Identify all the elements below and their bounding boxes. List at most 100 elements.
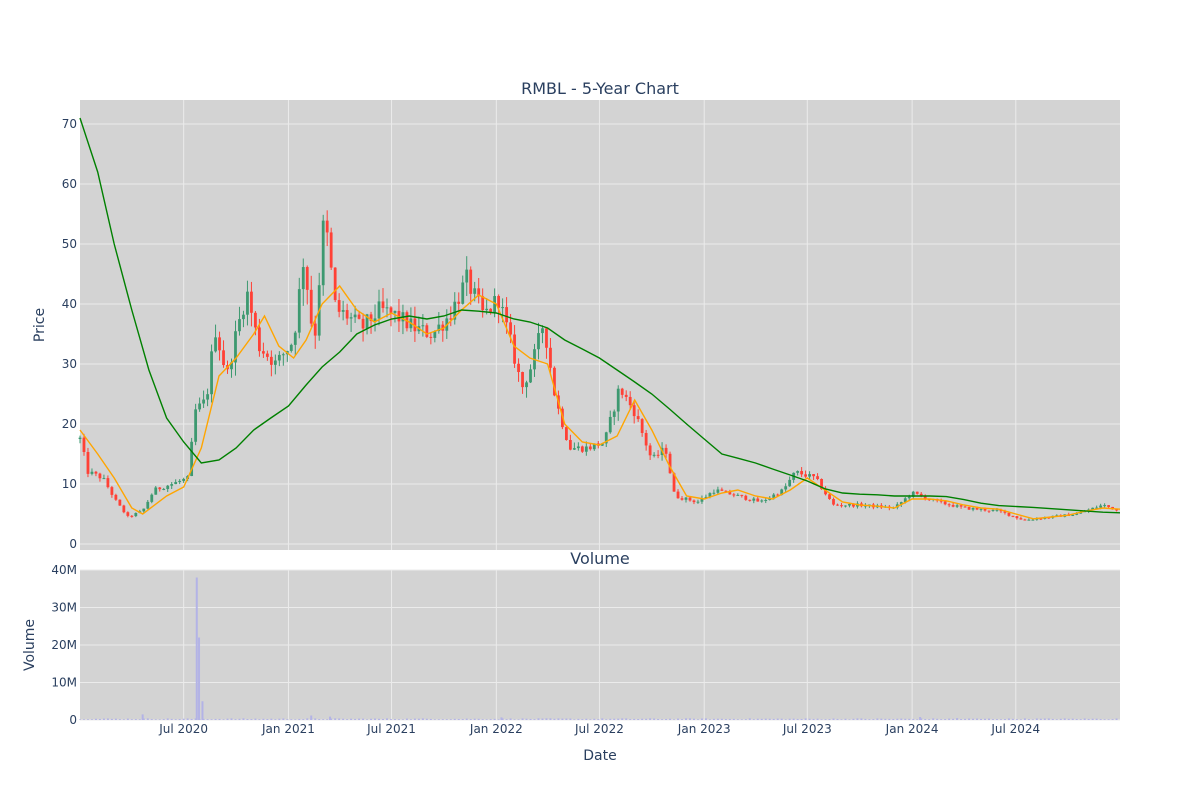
price-candle-body [1003, 511, 1007, 513]
price-candle-body [341, 310, 345, 312]
price-candle-body [277, 354, 281, 361]
price-candle-body [269, 356, 273, 365]
price-candle-body [549, 347, 552, 368]
volume-bar [262, 718, 265, 720]
volume-bar [1067, 718, 1070, 720]
volume-bar [999, 719, 1002, 720]
volume-bar [1027, 719, 1030, 720]
price-y-tick-label: 40 [62, 297, 77, 311]
volume-bar [752, 719, 755, 720]
price-candle-body [162, 488, 166, 490]
volume-bar [561, 718, 564, 720]
volume-bar [704, 718, 707, 720]
volume-bar [1055, 719, 1058, 720]
price-candle-body [983, 508, 987, 511]
volume-bar [549, 718, 552, 720]
volume-bar [126, 718, 129, 720]
price-candle-body [281, 354, 285, 356]
volume-bar [94, 718, 97, 720]
volume-bar [1047, 718, 1050, 720]
volume-bar [1035, 718, 1038, 720]
volume-bar [812, 718, 815, 720]
price-candle-body [828, 494, 831, 500]
price-candle-body [1103, 505, 1107, 507]
volume-bar [956, 718, 959, 720]
volume-bar [195, 577, 198, 720]
volume-bar [354, 718, 357, 720]
price-candle-body [592, 443, 596, 450]
price-candle-body [959, 505, 963, 507]
volume-bar [1087, 718, 1090, 720]
price-candle-body [250, 291, 253, 313]
volume-bar [688, 718, 691, 720]
price-candle-body [712, 492, 716, 494]
ma-long-line [79, 117, 1121, 514]
volume-bar [445, 719, 448, 720]
price-candle-body [425, 325, 429, 337]
price-candle-body [656, 454, 660, 456]
price-candle-body [668, 453, 672, 474]
volume-bar [1111, 719, 1114, 720]
price-candle-body [146, 501, 150, 509]
volume-bar [201, 701, 204, 720]
volume-bar [816, 718, 819, 720]
price-candle-body [1047, 517, 1051, 519]
volume-bar [82, 719, 85, 720]
price-candle-body [987, 510, 991, 512]
price-candle-body [529, 369, 532, 383]
volume-bar [740, 719, 743, 720]
price-candle-body [234, 331, 237, 363]
price-candle-body [620, 388, 624, 395]
volume-bar [748, 718, 751, 720]
volume-bar [457, 718, 460, 720]
volume-bar [338, 718, 341, 720]
price-candle-body [1007, 512, 1011, 516]
price-candle-body [632, 405, 636, 417]
volume-bar [142, 718, 145, 720]
price-y-tick-label: 0 [69, 537, 77, 551]
volume-bar [896, 718, 899, 720]
price-candle-body [616, 388, 620, 412]
price-candle-body [636, 416, 640, 420]
price-candle-body [242, 314, 245, 320]
price-candle-body [700, 498, 704, 502]
volume-bar [154, 719, 157, 720]
volume-bar [401, 719, 404, 720]
volume-bar [545, 718, 548, 720]
price-candle-body [553, 367, 556, 396]
price-candle-body [393, 310, 397, 313]
volume-bar [1015, 719, 1018, 720]
price-candle-body [788, 479, 792, 487]
price-candle-body [537, 333, 540, 350]
volume-bar [202, 718, 205, 720]
price-candle-body [513, 334, 516, 364]
volume-bar [685, 718, 688, 720]
price-y-tick-label: 70 [62, 117, 77, 131]
volume-bar [362, 718, 365, 720]
volume-bar [1095, 718, 1098, 720]
volume-bar [178, 718, 181, 720]
volume-bar [629, 719, 632, 720]
volume-bar [617, 718, 620, 720]
volume-bar [1043, 718, 1046, 720]
price-candle-body [836, 504, 839, 506]
volume-bar [1079, 719, 1082, 720]
volume-bar [1019, 719, 1022, 720]
price-candle-body [644, 432, 648, 446]
x-tick-label: Jul 2022 [574, 722, 624, 736]
price-candle-body [202, 399, 205, 404]
volume-bar [641, 718, 644, 720]
volume-bar [920, 718, 923, 720]
price-candle-body [329, 232, 333, 268]
price-candle-body [254, 312, 257, 328]
price-candle-body [509, 322, 512, 335]
volume-bar [772, 718, 775, 720]
x-tick-label: Jan 2021 [261, 722, 315, 736]
x-tick-label: Jul 2023 [782, 722, 832, 736]
volume-bar [944, 719, 947, 720]
price-candle-body [760, 500, 764, 502]
volume-bar [720, 718, 723, 720]
volume-bar [657, 718, 660, 720]
volume-bar [924, 719, 927, 720]
price-candle-body [740, 494, 744, 496]
